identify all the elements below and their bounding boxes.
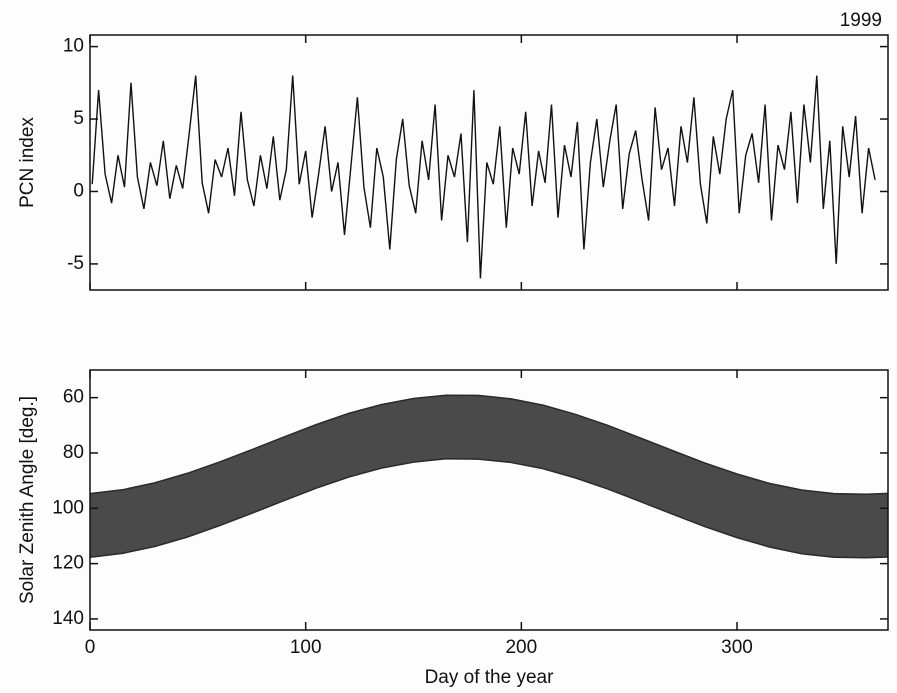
y-tick-label: 140 [52, 608, 84, 629]
y-axis-label: PCN index [17, 117, 38, 208]
y-tick-label: 0 [73, 180, 84, 201]
y-axis-label: Solar Zenith Angle [deg.] [17, 396, 38, 604]
data-line [91, 75, 876, 279]
x-tick-label: 300 [721, 637, 753, 658]
band-edge [89, 458, 889, 559]
y-tick-label: 60 [63, 387, 84, 408]
year-annotation: 1999 [840, 10, 882, 31]
x-axis-label: Day of the year [425, 667, 555, 688]
plot-frame [89, 369, 889, 631]
band-edge [89, 394, 889, 495]
x-tick-label: 0 [85, 637, 96, 658]
x-tick-label: 100 [290, 637, 322, 658]
plot-frame [89, 34, 889, 291]
y-tick-label: 10 [63, 36, 84, 57]
y-tick-label: 80 [63, 442, 84, 463]
y-tick-label: -5 [67, 253, 84, 274]
y-tick-label: 100 [52, 497, 84, 518]
y-tick-label: 5 [73, 108, 84, 129]
x-tick-label: 200 [505, 637, 537, 658]
y-tick-label: 120 [52, 553, 84, 574]
zenith-band [90, 395, 888, 558]
